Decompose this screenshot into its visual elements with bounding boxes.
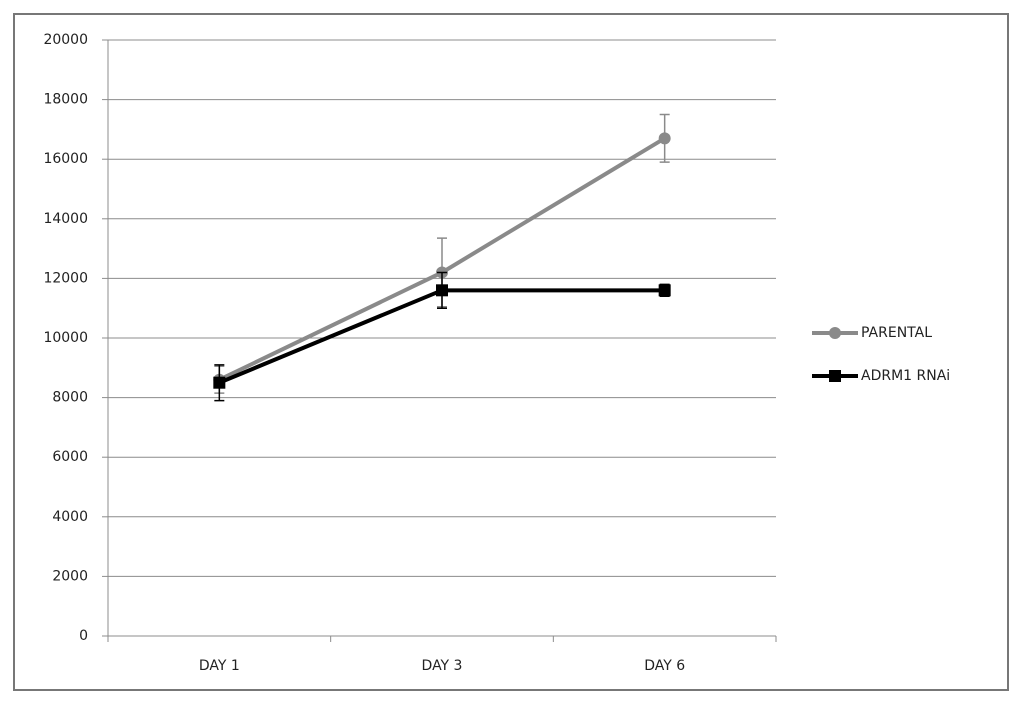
y-tick-label: 14000 bbox=[43, 211, 88, 227]
y-tick-label: 16000 bbox=[43, 151, 88, 167]
x-tick-label: DAY 3 bbox=[422, 658, 463, 674]
y-tick-label: 20000 bbox=[43, 32, 88, 48]
data-point bbox=[658, 132, 671, 145]
chart-border bbox=[13, 13, 1009, 691]
y-tick-label: 10000 bbox=[43, 330, 88, 346]
x-tick-label: DAY 1 bbox=[199, 658, 240, 674]
x-tick-label: DAY 6 bbox=[644, 658, 685, 674]
data-point bbox=[829, 370, 841, 382]
data-point bbox=[658, 284, 671, 297]
data-point bbox=[829, 327, 841, 339]
y-tick-label: 2000 bbox=[52, 568, 88, 584]
y-tick-label: 8000 bbox=[52, 390, 88, 406]
y-tick-label: 4000 bbox=[52, 509, 88, 525]
data-point bbox=[436, 284, 448, 297]
y-tick-label: 12000 bbox=[43, 270, 88, 286]
y-tick-label: 0 bbox=[79, 628, 88, 644]
legend-label: ADRM1 RNAi bbox=[861, 368, 950, 384]
y-tick-label: 18000 bbox=[43, 92, 88, 108]
legend-label: PARENTAL bbox=[861, 325, 932, 341]
data-point bbox=[213, 376, 226, 389]
y-tick-label: 6000 bbox=[52, 449, 88, 465]
